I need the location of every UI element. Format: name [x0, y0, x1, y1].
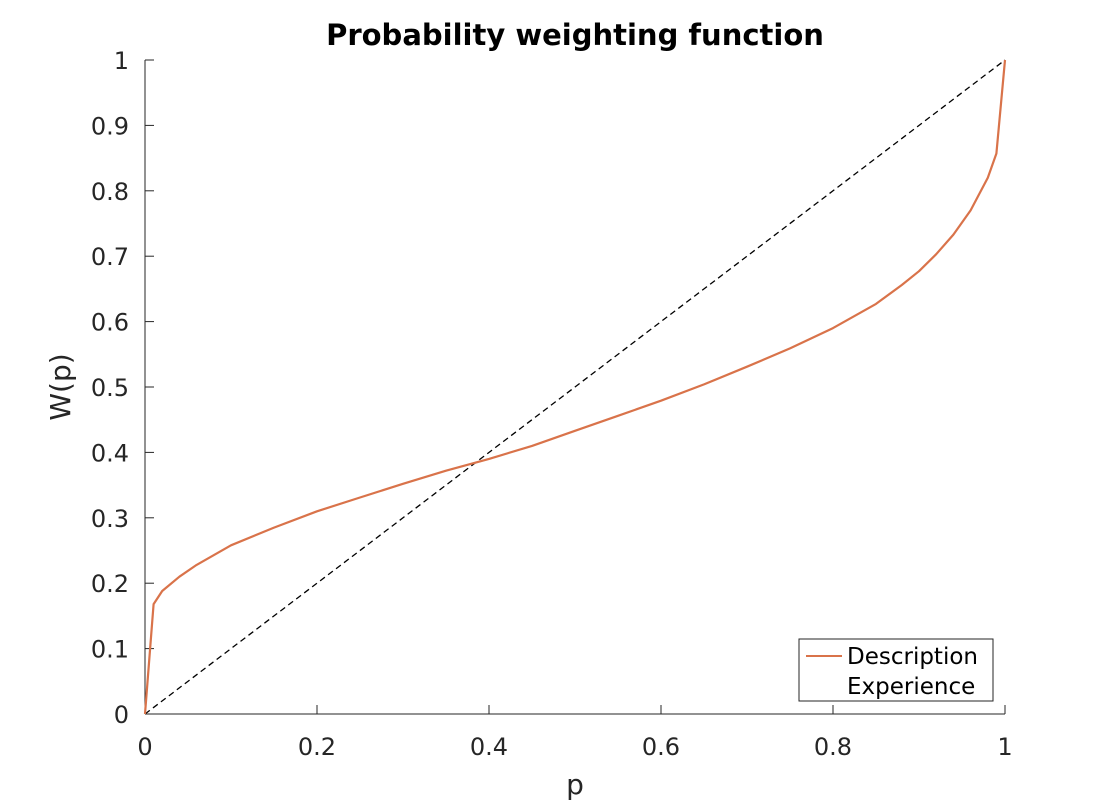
series-line-description — [143, 59, 1007, 715]
y-tick-label: 1 — [114, 47, 129, 75]
x-tick-label: 1 — [997, 733, 1012, 761]
y-tick-label: 0.6 — [91, 309, 129, 337]
identity-reference-line — [144, 59, 1006, 715]
legend-label-description: Description — [847, 644, 978, 670]
y-tick-label: 0.5 — [91, 374, 129, 402]
y-axis-label: W(p) — [44, 353, 77, 420]
y-tick-label: 0.8 — [91, 178, 129, 206]
y-tick-label: 0.9 — [91, 112, 129, 140]
x-tick-label: 0.6 — [642, 733, 680, 761]
y-tick-label: 0.1 — [91, 636, 129, 664]
y-axis-ticks: 0 0.1 0.2 0.3 0.4 0.5 0.6 0.7 0.8 0.9 1 — [91, 47, 154, 729]
x-tick-label: 0.4 — [470, 733, 508, 761]
plot-area: 0 0.2 0.4 0.6 0.8 1 0 0.1 0.2 0.3 0.4 0.5 0.6 0.7 0.8… — [91, 47, 1013, 761]
y-tick-label: 0.4 — [91, 439, 129, 467]
x-axis-label: p — [566, 768, 584, 801]
legend: Description Experience — [798, 638, 994, 702]
series-layer — [143, 59, 1007, 715]
x-tick-label: 0.8 — [814, 733, 852, 761]
legend-box — [798, 638, 994, 702]
y-tick-label: 0.2 — [91, 570, 129, 598]
y-tick-label: 0 — [114, 701, 129, 729]
x-tick-label: 0 — [137, 733, 152, 761]
y-tick-label: 0.7 — [91, 243, 129, 271]
x-tick-label: 0.2 — [298, 733, 336, 761]
chart-title: Probability weighting function — [326, 18, 824, 52]
x-axis-ticks: 0 0.2 0.4 0.6 0.8 1 — [137, 705, 1013, 761]
y-tick-label: 0.3 — [91, 505, 129, 533]
legend-label-experience: Experience — [847, 674, 975, 700]
